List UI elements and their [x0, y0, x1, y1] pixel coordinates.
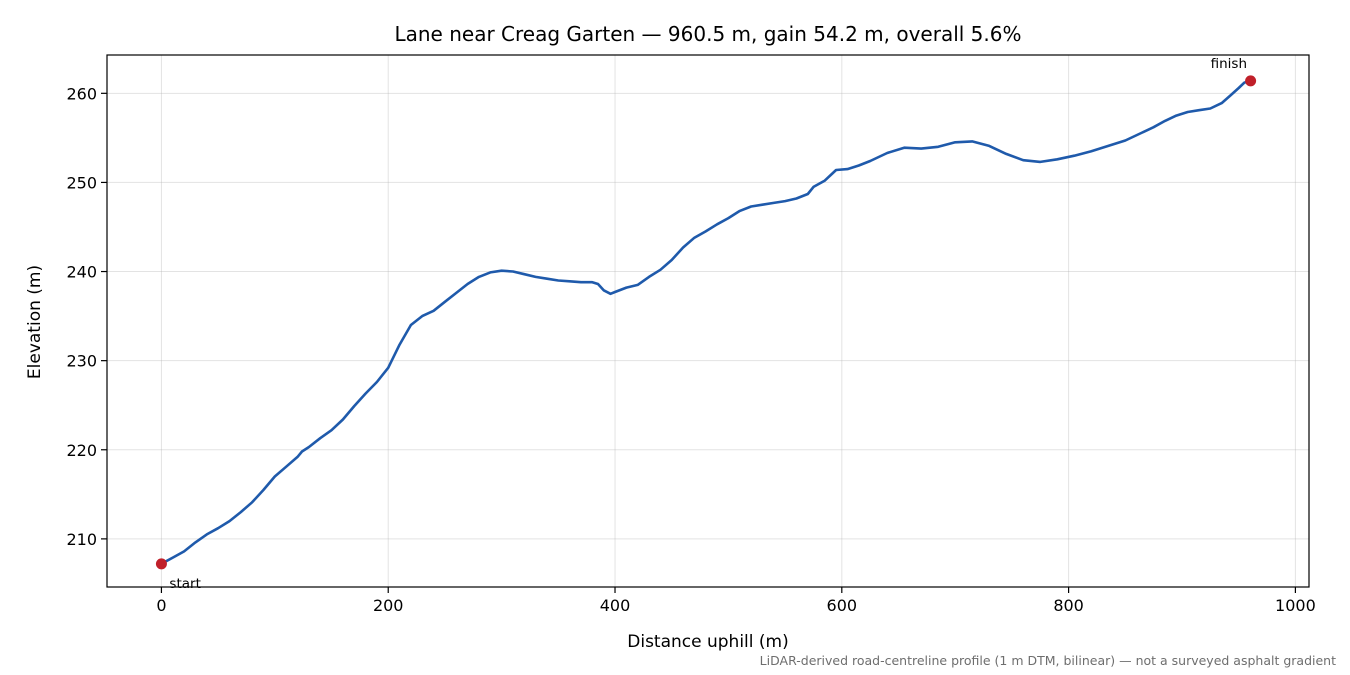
y-tick-label: 260 [66, 84, 97, 103]
y-tick-label: 240 [66, 263, 97, 282]
y-tick-label: 230 [66, 352, 97, 371]
plot-area [160, 79, 1252, 566]
elevation-series-line [160, 79, 1252, 566]
finish-annotation: finish [1211, 56, 1247, 72]
x-axis-title: Distance uphill (m) [627, 632, 788, 652]
x-tick-label: 600 [827, 596, 858, 615]
x-axis: 0 200 400 600 800 1000 [156, 587, 1316, 615]
y-axis-title: Elevation (m) [25, 265, 45, 379]
finish-marker [1245, 75, 1257, 87]
y-tick-label: 220 [66, 441, 97, 460]
start-annotation: start [169, 576, 200, 592]
y-axis: 210 220 230 240 250 260 [66, 84, 107, 549]
source-footnote: LiDAR-derived road-centreline profile (1… [760, 653, 1336, 668]
grid-lines [107, 55, 1309, 587]
y-tick-label: 210 [66, 530, 97, 549]
chart-title: Lane near Creag Garten — 960.5 m, gain 5… [394, 22, 1021, 46]
x-tick-label: 200 [373, 596, 404, 615]
plot-frame [106, 54, 1310, 588]
x-tick-label: 1000 [1275, 596, 1316, 615]
x-tick-label: 0 [156, 596, 166, 615]
start-marker [155, 558, 167, 570]
x-tick-label: 800 [1053, 596, 1084, 615]
x-tick-label: 400 [600, 596, 631, 615]
y-tick-label: 250 [66, 173, 97, 192]
endpoint-markers: start finish [155, 56, 1257, 592]
